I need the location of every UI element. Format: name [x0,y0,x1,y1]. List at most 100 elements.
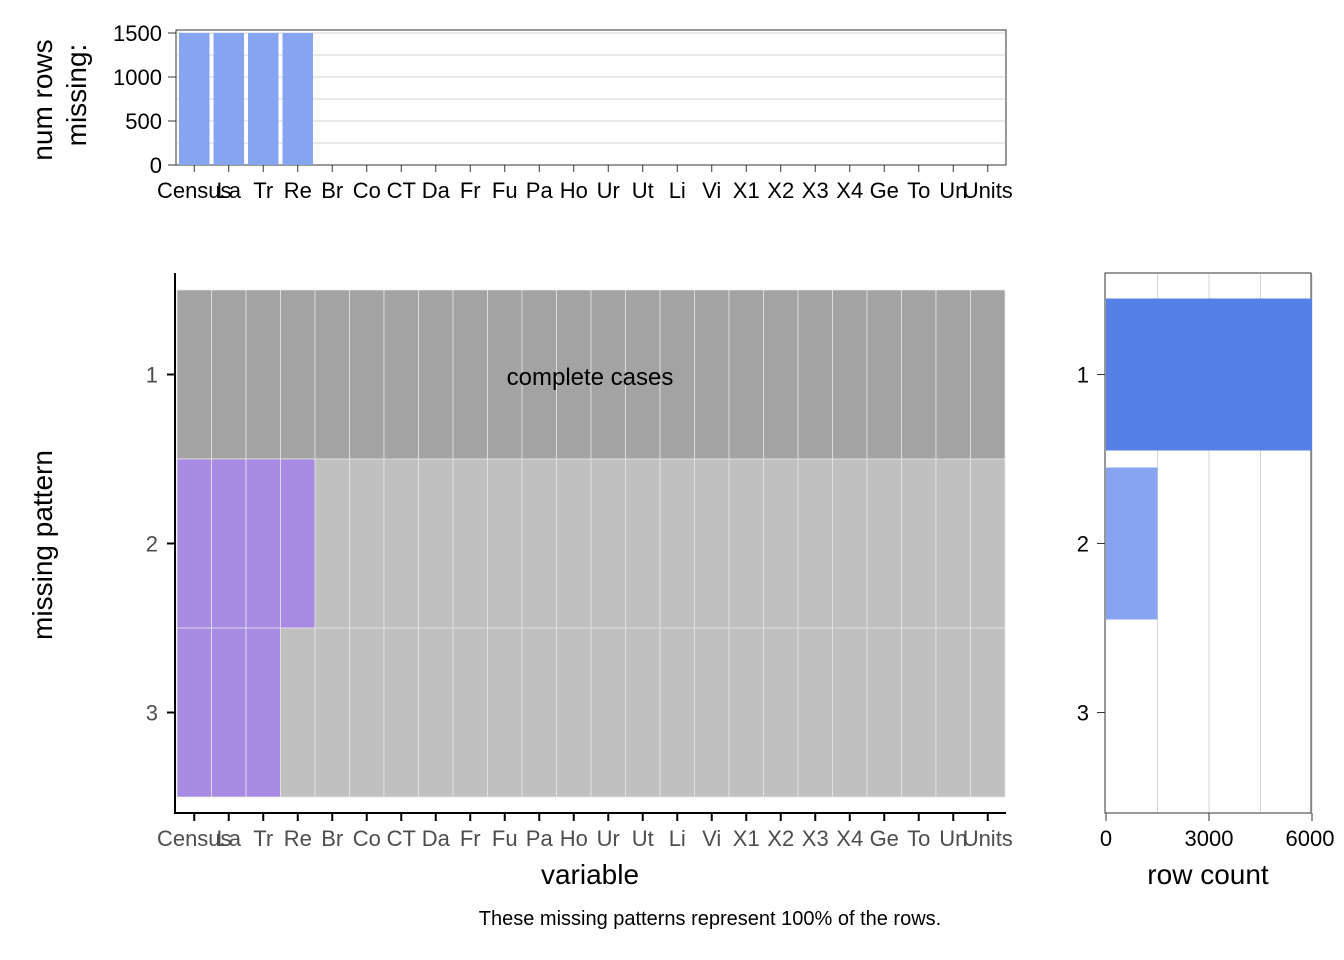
row-count-bar [1106,467,1158,620]
pattern-x-tick-label: X1 [733,826,760,851]
pattern-x-tick-label: Ge [870,826,899,851]
row-count-y-tick-label: 3 [1077,701,1089,726]
pattern-cell [901,289,937,460]
missing-count-gridlines [177,32,1005,144]
row-count-x-tick-label: 6000 [1286,826,1335,851]
pattern-cell [521,458,557,629]
row-count-bar [1106,298,1312,451]
pattern-cell [314,289,350,460]
pattern-cell [866,627,902,798]
pattern-cell [211,289,247,460]
pattern-cell [176,627,212,798]
row-count-bars [1106,298,1312,620]
pattern-cell [970,627,1006,798]
missing-count-y-tick-label: 1500 [113,21,162,46]
missing-count-x-tick-label: X2 [767,178,794,203]
pattern-cell [556,458,592,629]
pattern-cell [556,627,592,798]
pattern-cell [452,458,488,629]
missing-count-x-tick-label: Da [422,178,451,203]
pattern-cell [935,627,971,798]
pattern-cell [694,458,730,629]
pattern-x-tick-label: Vi [702,826,721,851]
pattern-cell [832,289,868,460]
pattern-cell [694,289,730,460]
pattern-cell [970,458,1006,629]
pattern-cells [176,289,1006,798]
row-count-x-ticks: 0 3000 6000 [1100,813,1335,851]
missing-count-x-tick-label: Re [284,178,312,203]
pattern-cell [383,289,419,460]
pattern-cell [625,458,661,629]
pattern-cell [245,289,281,460]
pattern-x-tick-label: La [217,826,242,851]
complete-cases-annotation: complete cases [507,364,674,391]
pattern-x-tick-label: Co [353,826,381,851]
pattern-cell [866,289,902,460]
pattern-y-tick-label: 2 [146,532,158,557]
pattern-cell [314,458,350,629]
pattern-cell [452,627,488,798]
pattern-cell [970,289,1006,460]
pattern-cell [245,627,281,798]
pattern-cell [280,458,316,629]
pattern-cell [349,289,385,460]
pattern-cell [797,627,833,798]
row-count-y-ticks: 1 2 3 [1077,363,1105,726]
pattern-cell [728,627,764,798]
pattern-y-tick-label: 3 [146,701,158,726]
pattern-cell [659,627,695,798]
missing-count-bars [179,33,313,165]
pattern-cell [314,627,350,798]
missing-count-bar [282,33,313,165]
pattern-cell [694,627,730,798]
pattern-cell [452,289,488,460]
missing-count-x-tick-label: Ho [560,178,588,203]
pattern-x-tick-label: Ho [560,826,588,851]
pattern-x-tick-label: X3 [802,826,829,851]
missing-count-x-tick-label: La [217,178,242,203]
pattern-cell [832,627,868,798]
pattern-cell [659,289,695,460]
pattern-x-tick-label: Fu [492,826,518,851]
pattern-cell [659,458,695,629]
missing-count-x-tick-label: Pa [526,178,554,203]
missing-count-x-tick-label: Ut [632,178,654,203]
missing-count-x-tick-label: Li [669,178,686,203]
missing-count-y-tick-label: 500 [125,109,162,134]
missing-count-x-tick-label: X3 [802,178,829,203]
pattern-cell [176,289,212,460]
row-count-x-tick-label: 3000 [1185,826,1234,851]
missing-count-x-tick-label: Fr [460,178,481,203]
pattern-cell [487,627,523,798]
missing-count-y-label-line1: num rows [27,39,58,160]
figure-caption: These missing patterns represent 100% of… [479,908,941,930]
missing-count-bar [248,33,279,165]
pattern-y-label: missing pattern [27,450,58,640]
pattern-cell [383,458,419,629]
pattern-cell [763,289,799,460]
missing-count-bar [179,33,210,165]
pattern-cell [280,289,316,460]
pattern-x-tick-label: Tr [253,826,273,851]
pattern-cell [418,289,454,460]
pattern-cell [245,458,281,629]
pattern-cell [797,289,833,460]
pattern-x-tick-label: CT [387,826,416,851]
pattern-cell [935,458,971,629]
pattern-x-tick-label: Census [157,826,232,851]
pattern-cell [383,627,419,798]
pattern-cell [590,627,626,798]
pattern-x-tick-label: Br [321,826,343,851]
missing-count-x-tick-label: Ur [597,178,620,203]
missing-count-x-tick-label: Un [939,178,967,203]
pattern-cell [418,458,454,629]
pattern-x-tick-label: Ut [632,826,654,851]
pattern-cell [625,289,661,460]
missing-count-x-tick-label: Ge [870,178,899,203]
missing-count-x-tick-label: Vi [702,178,721,203]
missing-count-x-tick-label: Census [157,178,232,203]
pattern-x-tick-label: Ur [597,826,620,851]
pattern-x-tick-label: Re [284,826,312,851]
